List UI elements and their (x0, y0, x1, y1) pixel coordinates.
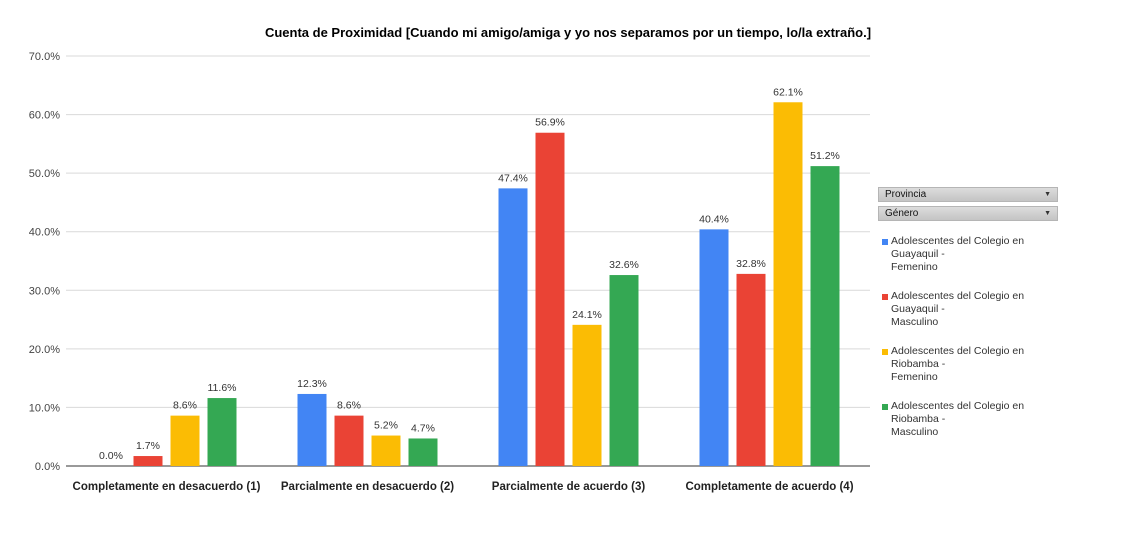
chevron-down-icon: ▼ (1044, 210, 1051, 217)
gridlines (66, 55, 870, 467)
legend-label-line2: Masculino (891, 316, 939, 328)
y-tick-label: 10.0% (29, 402, 60, 414)
legend-label-line2: Masculino (891, 426, 939, 438)
legend-label-line1: Adolescentes del Colegio en Guayaquil - (891, 235, 1025, 260)
y-tick-label: 20.0% (29, 344, 60, 356)
bar[interactable] (572, 324, 602, 466)
bars (133, 102, 840, 467)
bar[interactable] (498, 188, 528, 466)
bar[interactable] (535, 132, 565, 466)
y-tick-label: 40.0% (29, 227, 60, 239)
category-label: Completamente de acuerdo (4) (685, 481, 853, 493)
data-label: 24.1% (572, 309, 602, 321)
legend-label-line1: Adolescentes del Colegio en Riobamba - (891, 345, 1025, 370)
bar[interactable] (773, 102, 803, 467)
data-label: 51.2% (810, 150, 840, 162)
bar[interactable] (170, 415, 200, 466)
x-axis-categories: Completamente en desacuerdo (1) Parcialme… (73, 481, 854, 493)
legend-swatch (882, 404, 888, 410)
data-label: 56.9% (535, 117, 565, 129)
legend-label-line1: Adolescentes del Colegio en Guayaquil - (891, 290, 1025, 315)
bar[interactable] (371, 435, 401, 466)
data-label: 1.7% (136, 440, 160, 452)
bar[interactable] (699, 229, 729, 466)
bar[interactable] (609, 275, 639, 466)
provincia-label: Provincia (885, 189, 927, 200)
data-label: 5.2% (374, 420, 398, 432)
y-tick-label: 30.0% (29, 285, 60, 297)
legend-item[interactable]: Adolescentes del Colegio en Riobamba - F… (878, 345, 1058, 384)
data-label: 40.4% (699, 213, 729, 225)
genero-dropdown[interactable]: Género ▼ (878, 206, 1058, 221)
data-label: 32.8% (736, 258, 766, 270)
y-tick-label: 0.0% (35, 461, 60, 473)
legend: Adolescentes del Colegio en Guayaquil - … (878, 235, 1058, 439)
data-label: 0.0% (99, 450, 123, 462)
legend-item[interactable]: Adolescentes del Colegio en Guayaquil - … (878, 290, 1058, 329)
data-labels: 0.0% 1.7% 8.6% 11.6% 12.3% 8.6% 5.2% 4.7% 47.4% 5… (99, 86, 840, 462)
bar[interactable] (297, 393, 327, 466)
y-tick-label: 60.0% (29, 110, 60, 122)
legend-label-line2: Femenino (891, 261, 938, 273)
data-label: 12.3% (297, 378, 327, 390)
filter-controls: Provincia ▼ Género ▼ Adolescentes del Co… (878, 187, 1058, 455)
legend-label-line2: Femenino (891, 371, 938, 383)
bar[interactable] (736, 273, 766, 466)
y-tick-label: 70.0% (29, 51, 60, 63)
data-label: 11.6% (208, 382, 237, 394)
chevron-down-icon: ▼ (1044, 191, 1051, 198)
data-label: 4.7% (411, 422, 435, 434)
bar[interactable] (207, 398, 237, 466)
y-tick-label: 50.0% (29, 168, 60, 180)
data-label: 47.4% (498, 172, 528, 184)
bar[interactable] (133, 456, 163, 466)
data-label: 32.6% (609, 259, 639, 271)
legend-item[interactable]: Adolescentes del Colegio en Riobamba - M… (878, 400, 1058, 439)
provincia-dropdown[interactable]: Provincia ▼ (878, 187, 1058, 202)
bar[interactable] (810, 166, 840, 466)
legend-label-line1: Adolescentes del Colegio en Riobamba - (891, 400, 1025, 425)
category-label: Parcialmente de acuerdo (3) (492, 481, 646, 493)
genero-label: Género (885, 208, 919, 219)
data-label: 8.6% (173, 400, 197, 412)
legend-swatch (882, 349, 888, 355)
data-label: 62.1% (773, 86, 803, 98)
category-label: Parcialmente en desacuerdo (2) (281, 481, 454, 493)
category-label: Completamente en desacuerdo (1) (73, 481, 261, 493)
legend-swatch (882, 239, 888, 245)
bar[interactable] (334, 415, 364, 466)
y-axis-ticks: 0.0% 10.0% 20.0% 30.0% 40.0% 50.0% 60.0% 70.0% (29, 51, 60, 473)
data-label: 8.6% (337, 400, 361, 412)
legend-swatch (882, 294, 888, 300)
chart-title: Cuenta de Proximidad [Cuando mi amigo/am… (265, 25, 871, 40)
legend-item[interactable]: Adolescentes del Colegio en Guayaquil - … (878, 235, 1058, 274)
bar[interactable] (408, 438, 438, 466)
